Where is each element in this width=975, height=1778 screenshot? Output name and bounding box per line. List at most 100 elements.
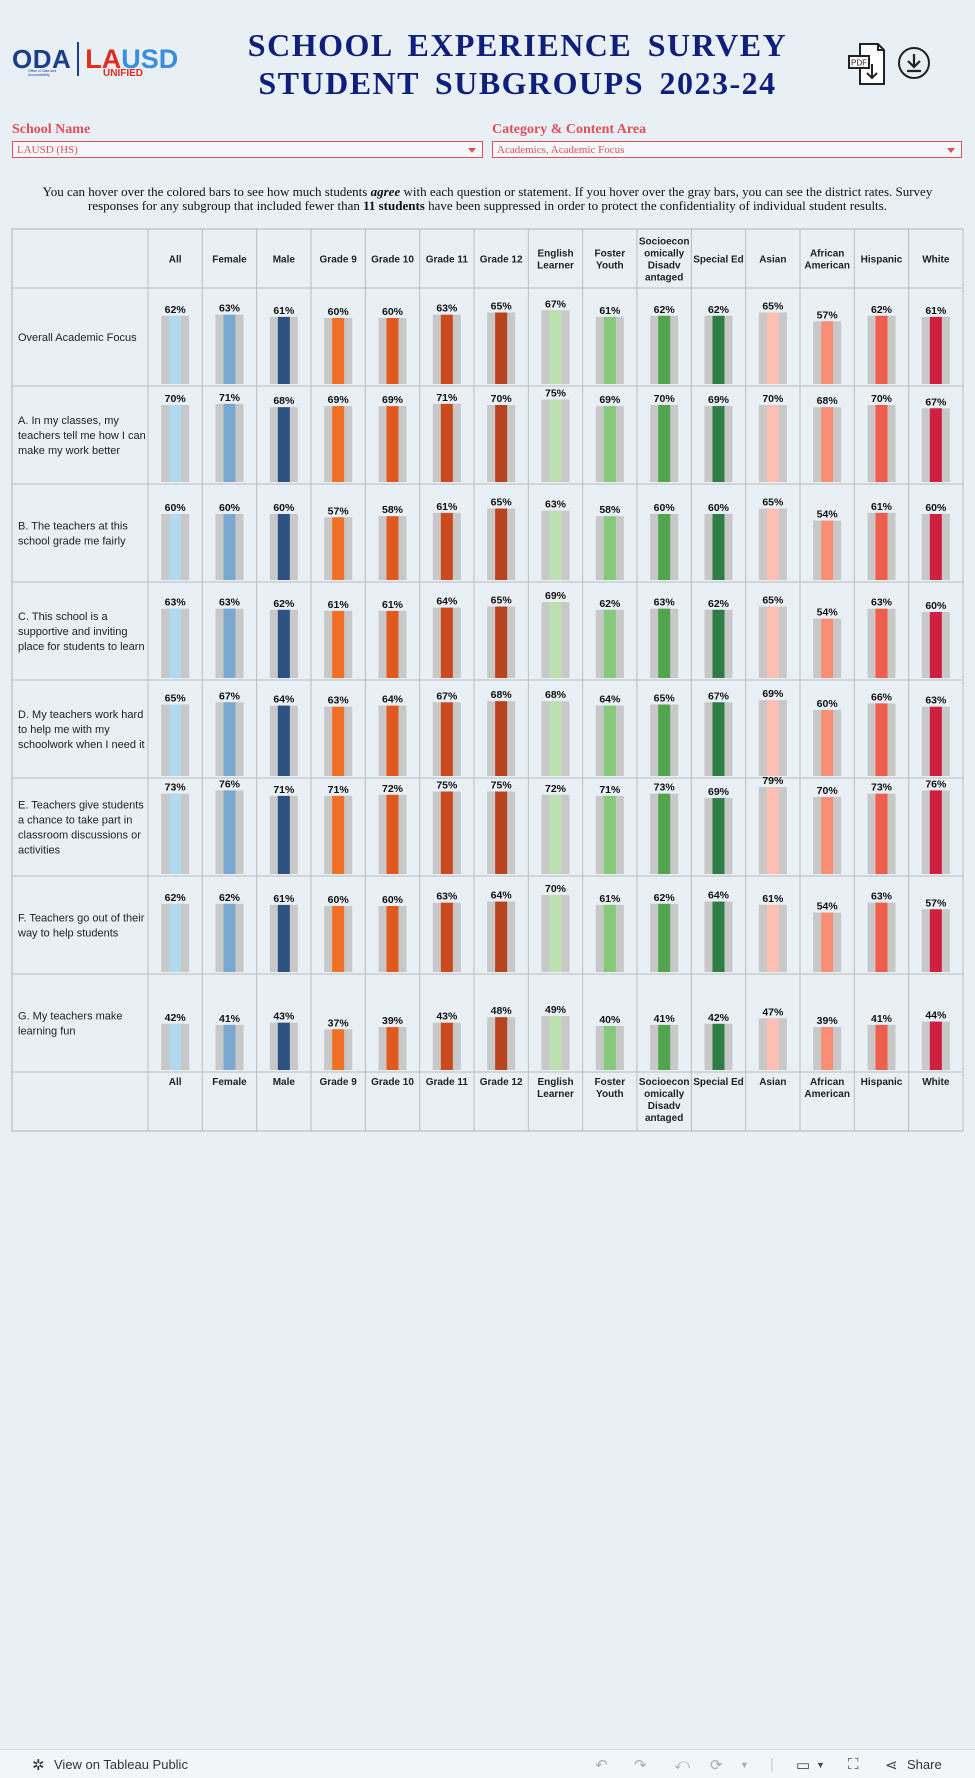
data-label: 64% <box>491 890 513 902</box>
subgroup-bar <box>658 405 671 482</box>
data-label: 64% <box>382 694 404 706</box>
data-label: 63% <box>654 597 676 609</box>
school-name-value: LAUSD (HS) <box>17 144 78 156</box>
category-value: Academics, Academic Focus <box>497 144 625 156</box>
logo-oda-subtext: Office of Data and Accountability <box>28 69 57 77</box>
subgroup-bar <box>929 706 942 776</box>
data-label: 39% <box>817 1015 839 1027</box>
subgroup-bar <box>440 314 453 384</box>
download-icon[interactable] <box>897 46 931 80</box>
subgroup-bar <box>929 1021 942 1070</box>
intro-text: You can hover over the colored bars to s… <box>42 184 933 213</box>
title-line-1: SCHOOL EXPERIENCE SURVEY <box>247 27 788 63</box>
fullscreen-icon[interactable]: ⛶ <box>848 1756 859 1773</box>
data-label: 64% <box>273 694 295 706</box>
data-label: 61% <box>436 501 458 513</box>
subgroup-bar <box>821 1027 834 1070</box>
data-label: 48% <box>491 1005 513 1017</box>
tableau-logo-icon: ✲ <box>32 1757 45 1774</box>
data-label: 75% <box>491 780 513 792</box>
data-label: 61% <box>599 305 621 317</box>
data-label: 76% <box>925 778 947 790</box>
data-label: 65% <box>491 497 513 509</box>
data-label: 75% <box>545 388 567 400</box>
logo-oda-text: ODA <box>12 43 72 74</box>
school-name-dropdown[interactable]: LAUSD (HS) <box>12 141 483 158</box>
revert-icon[interactable]: ⤺ <box>674 1756 691 1773</box>
column-header-label: Foster <box>595 249 626 260</box>
undo-icon[interactable]: ↶ <box>595 1757 608 1774</box>
data-label: 73% <box>165 782 187 794</box>
question-label: schoolwork when I need it <box>18 739 145 751</box>
question-label: a chance to take part in <box>18 815 132 827</box>
subgroup-bar <box>712 315 725 384</box>
subgroup-bar <box>603 795 616 874</box>
view-on-tableau-link[interactable]: View on Tableau Public <box>54 1757 188 1772</box>
tableau-footer: ✲ View on Tableau Public ↶ ↷ ⤺ ⟳ ▼ | ▭ ▼… <box>0 1749 975 1778</box>
data-label: 67% <box>708 690 730 702</box>
subgroup-bar <box>603 406 616 482</box>
refresh-dropdown-icon[interactable]: ▼ <box>740 1760 749 1770</box>
column-header-label: Grade 12 <box>480 255 523 266</box>
data-label: 65% <box>491 595 513 607</box>
data-label: 64% <box>436 596 458 608</box>
subgroup-bar <box>440 1022 453 1070</box>
data-label: 75% <box>436 780 458 792</box>
column-footer-label: Grade 9 <box>320 1077 358 1088</box>
subgroup-bar <box>386 318 399 384</box>
subgroup-bar <box>549 701 562 776</box>
data-label: 62% <box>708 304 730 316</box>
share-button[interactable]: Share <box>907 1757 942 1772</box>
subgroup-bar <box>658 1024 671 1070</box>
column-footer-label: Foster <box>595 1077 626 1088</box>
data-label: 60% <box>925 600 947 612</box>
subgroup-bar <box>277 705 290 776</box>
data-label: 68% <box>491 689 513 701</box>
header: ODA LAUSD Office of Data and Accountabil… <box>0 0 975 120</box>
subgroup-bar <box>875 315 888 384</box>
subgroup-bar <box>603 609 616 678</box>
question-label: B. The teachers at this <box>18 521 128 533</box>
subgroup-bar <box>495 901 508 972</box>
subgroup-bar <box>549 602 562 678</box>
data-label: 57% <box>817 309 839 321</box>
data-label: 61% <box>328 599 350 611</box>
refresh-icon[interactable]: ⟳ <box>710 1757 723 1774</box>
subgroup-bar <box>277 514 290 580</box>
subgroup-bar <box>821 618 834 678</box>
column-header-label: White <box>922 255 950 266</box>
data-label: 61% <box>273 305 295 317</box>
data-label: 42% <box>165 1012 187 1024</box>
redo-icon[interactable]: ↷ <box>634 1757 647 1774</box>
data-label: 60% <box>925 502 947 514</box>
subgroup-bar <box>712 609 725 678</box>
data-label: 58% <box>599 504 621 516</box>
share-icon[interactable]: ⋖ <box>885 1757 898 1774</box>
subgroup-bar <box>603 705 616 776</box>
pdf-download-icon[interactable]: PDF <box>846 42 888 86</box>
subgroup-bar <box>821 797 834 874</box>
question-label: make my work better <box>18 445 120 457</box>
subgroup-bar <box>223 514 236 580</box>
data-label: 60% <box>165 502 187 514</box>
data-label: 60% <box>382 894 404 906</box>
data-label: 63% <box>436 891 458 903</box>
subgroup-bar <box>495 701 508 776</box>
column-footer-label: Asian <box>759 1077 786 1088</box>
data-label: 54% <box>817 901 839 913</box>
subgroup-bar <box>549 1016 562 1070</box>
data-label: 60% <box>817 698 839 710</box>
category-dropdown[interactable]: Academics, Academic Focus <box>492 141 962 158</box>
subgroup-bar <box>766 904 779 972</box>
data-label: 70% <box>871 393 893 405</box>
subgroup-bar <box>875 1024 888 1070</box>
data-label: 63% <box>545 499 567 511</box>
logo-lausd-text: LAUSD <box>85 44 179 74</box>
subgroup-bar <box>169 1023 182 1070</box>
data-label: 58% <box>382 504 404 516</box>
comment-dropdown-icon[interactable]: ▼ <box>816 1760 825 1770</box>
question-label: A. In my classes, my <box>18 415 119 427</box>
data-label: 63% <box>925 695 947 707</box>
comment-icon[interactable]: ▭ <box>796 1757 811 1774</box>
logo-unified-text: UNIFIED <box>103 68 143 79</box>
